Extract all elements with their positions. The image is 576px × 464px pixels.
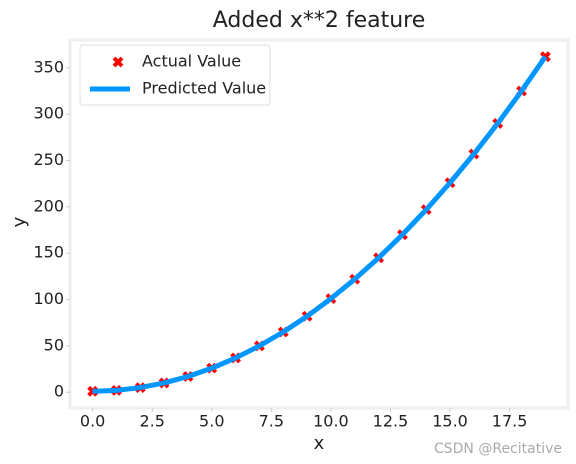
x-axis-label: x: [314, 433, 325, 454]
legend-label: Actual Value: [142, 52, 241, 71]
chart-title: Added x**2 feature: [213, 8, 426, 33]
y-tick-label: 250: [33, 150, 64, 169]
x-tick-label: 7.5: [259, 412, 284, 431]
y-tick-label: 50: [44, 335, 64, 354]
x-tick-label: 2.5: [139, 412, 164, 431]
legend-label: Predicted Value: [142, 79, 266, 98]
y-tick-label: 200: [33, 196, 64, 215]
x-tick-label: 10.0: [313, 412, 349, 431]
y-tick-label: 150: [33, 243, 64, 262]
x-tick-label: 17.5: [492, 412, 528, 431]
y-tick-label: 100: [33, 289, 64, 308]
plot-frame: [68, 38, 570, 410]
x-tick-label: 5.0: [199, 412, 224, 431]
watermark: CSDN @Recitative: [434, 441, 562, 457]
line: [92, 55, 548, 394]
x-tick-label: 0.0: [80, 412, 105, 431]
y-tick-label: 350: [33, 57, 64, 76]
y-tick-label: 0: [54, 382, 64, 401]
y-tick-label: 300: [33, 104, 64, 123]
x-tick-label: 12.5: [373, 412, 409, 431]
y-axis-label: y: [9, 216, 30, 227]
x-tick-label: 15.0: [432, 412, 468, 431]
legend-marker: [112, 56, 124, 68]
